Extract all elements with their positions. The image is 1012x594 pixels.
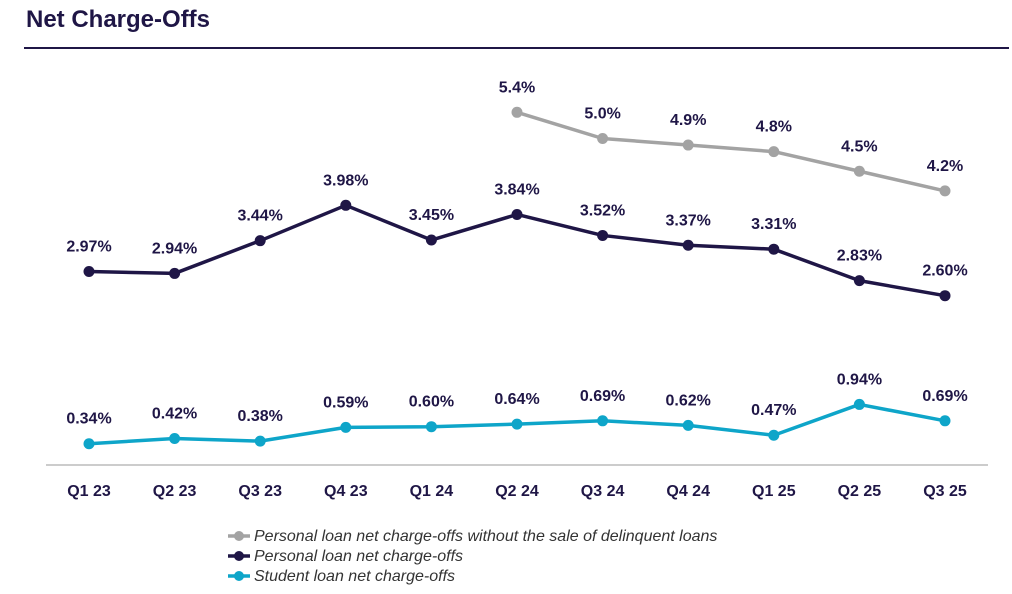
data-point [340, 199, 352, 211]
data-point [939, 185, 951, 197]
data-point [169, 267, 181, 279]
data-point [682, 239, 694, 251]
data-label: 4.8% [756, 119, 792, 136]
data-point [682, 139, 694, 151]
data-label: 3.44% [238, 208, 283, 225]
data-point [768, 243, 780, 255]
legend-label: Student loan net charge-offs [254, 568, 455, 585]
chart-title: Net Charge-Offs [26, 6, 211, 33]
data-point [597, 415, 609, 427]
x-tick-label: Q4 24 [666, 483, 710, 500]
data-point [768, 429, 780, 441]
data-label: 3.31% [751, 216, 796, 233]
data-label: 5.4% [499, 79, 535, 96]
data-label: 0.34% [66, 411, 111, 428]
data-point [853, 398, 865, 410]
legend-marker-0 [234, 531, 244, 541]
data-point [169, 432, 181, 444]
x-tick-label: Q1 25 [752, 483, 796, 500]
data-label: 4.2% [927, 158, 963, 175]
data-label: 0.38% [238, 408, 283, 425]
x-tick-label: Q3 25 [923, 483, 967, 500]
data-point [83, 265, 95, 277]
x-tick-label: Q1 23 [67, 483, 111, 500]
data-label: 5.0% [584, 106, 620, 123]
x-tick-label: Q3 24 [581, 483, 625, 500]
data-label: 2.94% [152, 240, 197, 257]
data-label: 0.62% [666, 392, 711, 409]
legend-marker-1 [234, 551, 244, 561]
data-point [939, 415, 951, 427]
data-label: 0.59% [323, 394, 368, 411]
data-label: 3.37% [666, 212, 711, 229]
data-label: 0.69% [922, 388, 967, 405]
data-label: 3.84% [494, 181, 539, 198]
x-tick-label: Q2 25 [838, 483, 882, 500]
data-label: 2.83% [837, 248, 882, 265]
data-label: 2.97% [66, 238, 111, 255]
title-divider [24, 47, 1009, 49]
data-point [939, 290, 951, 302]
x-tick-label: Q3 23 [238, 483, 282, 500]
data-point [511, 106, 523, 118]
x-tick-label: Q1 24 [410, 483, 454, 500]
data-point [425, 421, 437, 433]
series-line-0 [516, 110, 946, 193]
data-label: 0.60% [409, 394, 454, 411]
data-point [254, 435, 266, 447]
data-point [340, 421, 352, 433]
legend-label: Personal loan net charge-offs without th… [254, 528, 717, 545]
data-label: 4.5% [841, 138, 877, 155]
data-label: 3.98% [323, 172, 368, 189]
x-tick-label: Q2 23 [153, 483, 197, 500]
legend-label: Personal loan net charge-offs [254, 548, 463, 565]
data-label: 0.69% [580, 388, 625, 405]
data-label: 0.42% [152, 405, 197, 422]
data-point [597, 133, 609, 144]
data-label: 2.60% [922, 263, 967, 280]
data-point [597, 229, 609, 241]
data-point [853, 165, 865, 177]
x-tick-label: Q2 24 [495, 483, 539, 500]
data-label: 0.94% [837, 371, 882, 388]
data-point [682, 419, 694, 431]
data-point [254, 235, 266, 247]
data-point [83, 438, 95, 450]
data-point [425, 234, 437, 246]
data-point [511, 208, 523, 220]
x-tick-label: Q4 23 [324, 483, 368, 500]
data-point [511, 418, 523, 430]
data-label: 0.47% [751, 402, 796, 419]
data-point [853, 275, 865, 287]
data-label: 4.9% [670, 112, 706, 129]
data-label: 3.52% [580, 202, 625, 219]
data-point [768, 146, 780, 158]
data-label: 3.45% [409, 207, 454, 224]
data-label: 0.64% [494, 391, 539, 408]
legend-marker-2 [234, 571, 244, 581]
